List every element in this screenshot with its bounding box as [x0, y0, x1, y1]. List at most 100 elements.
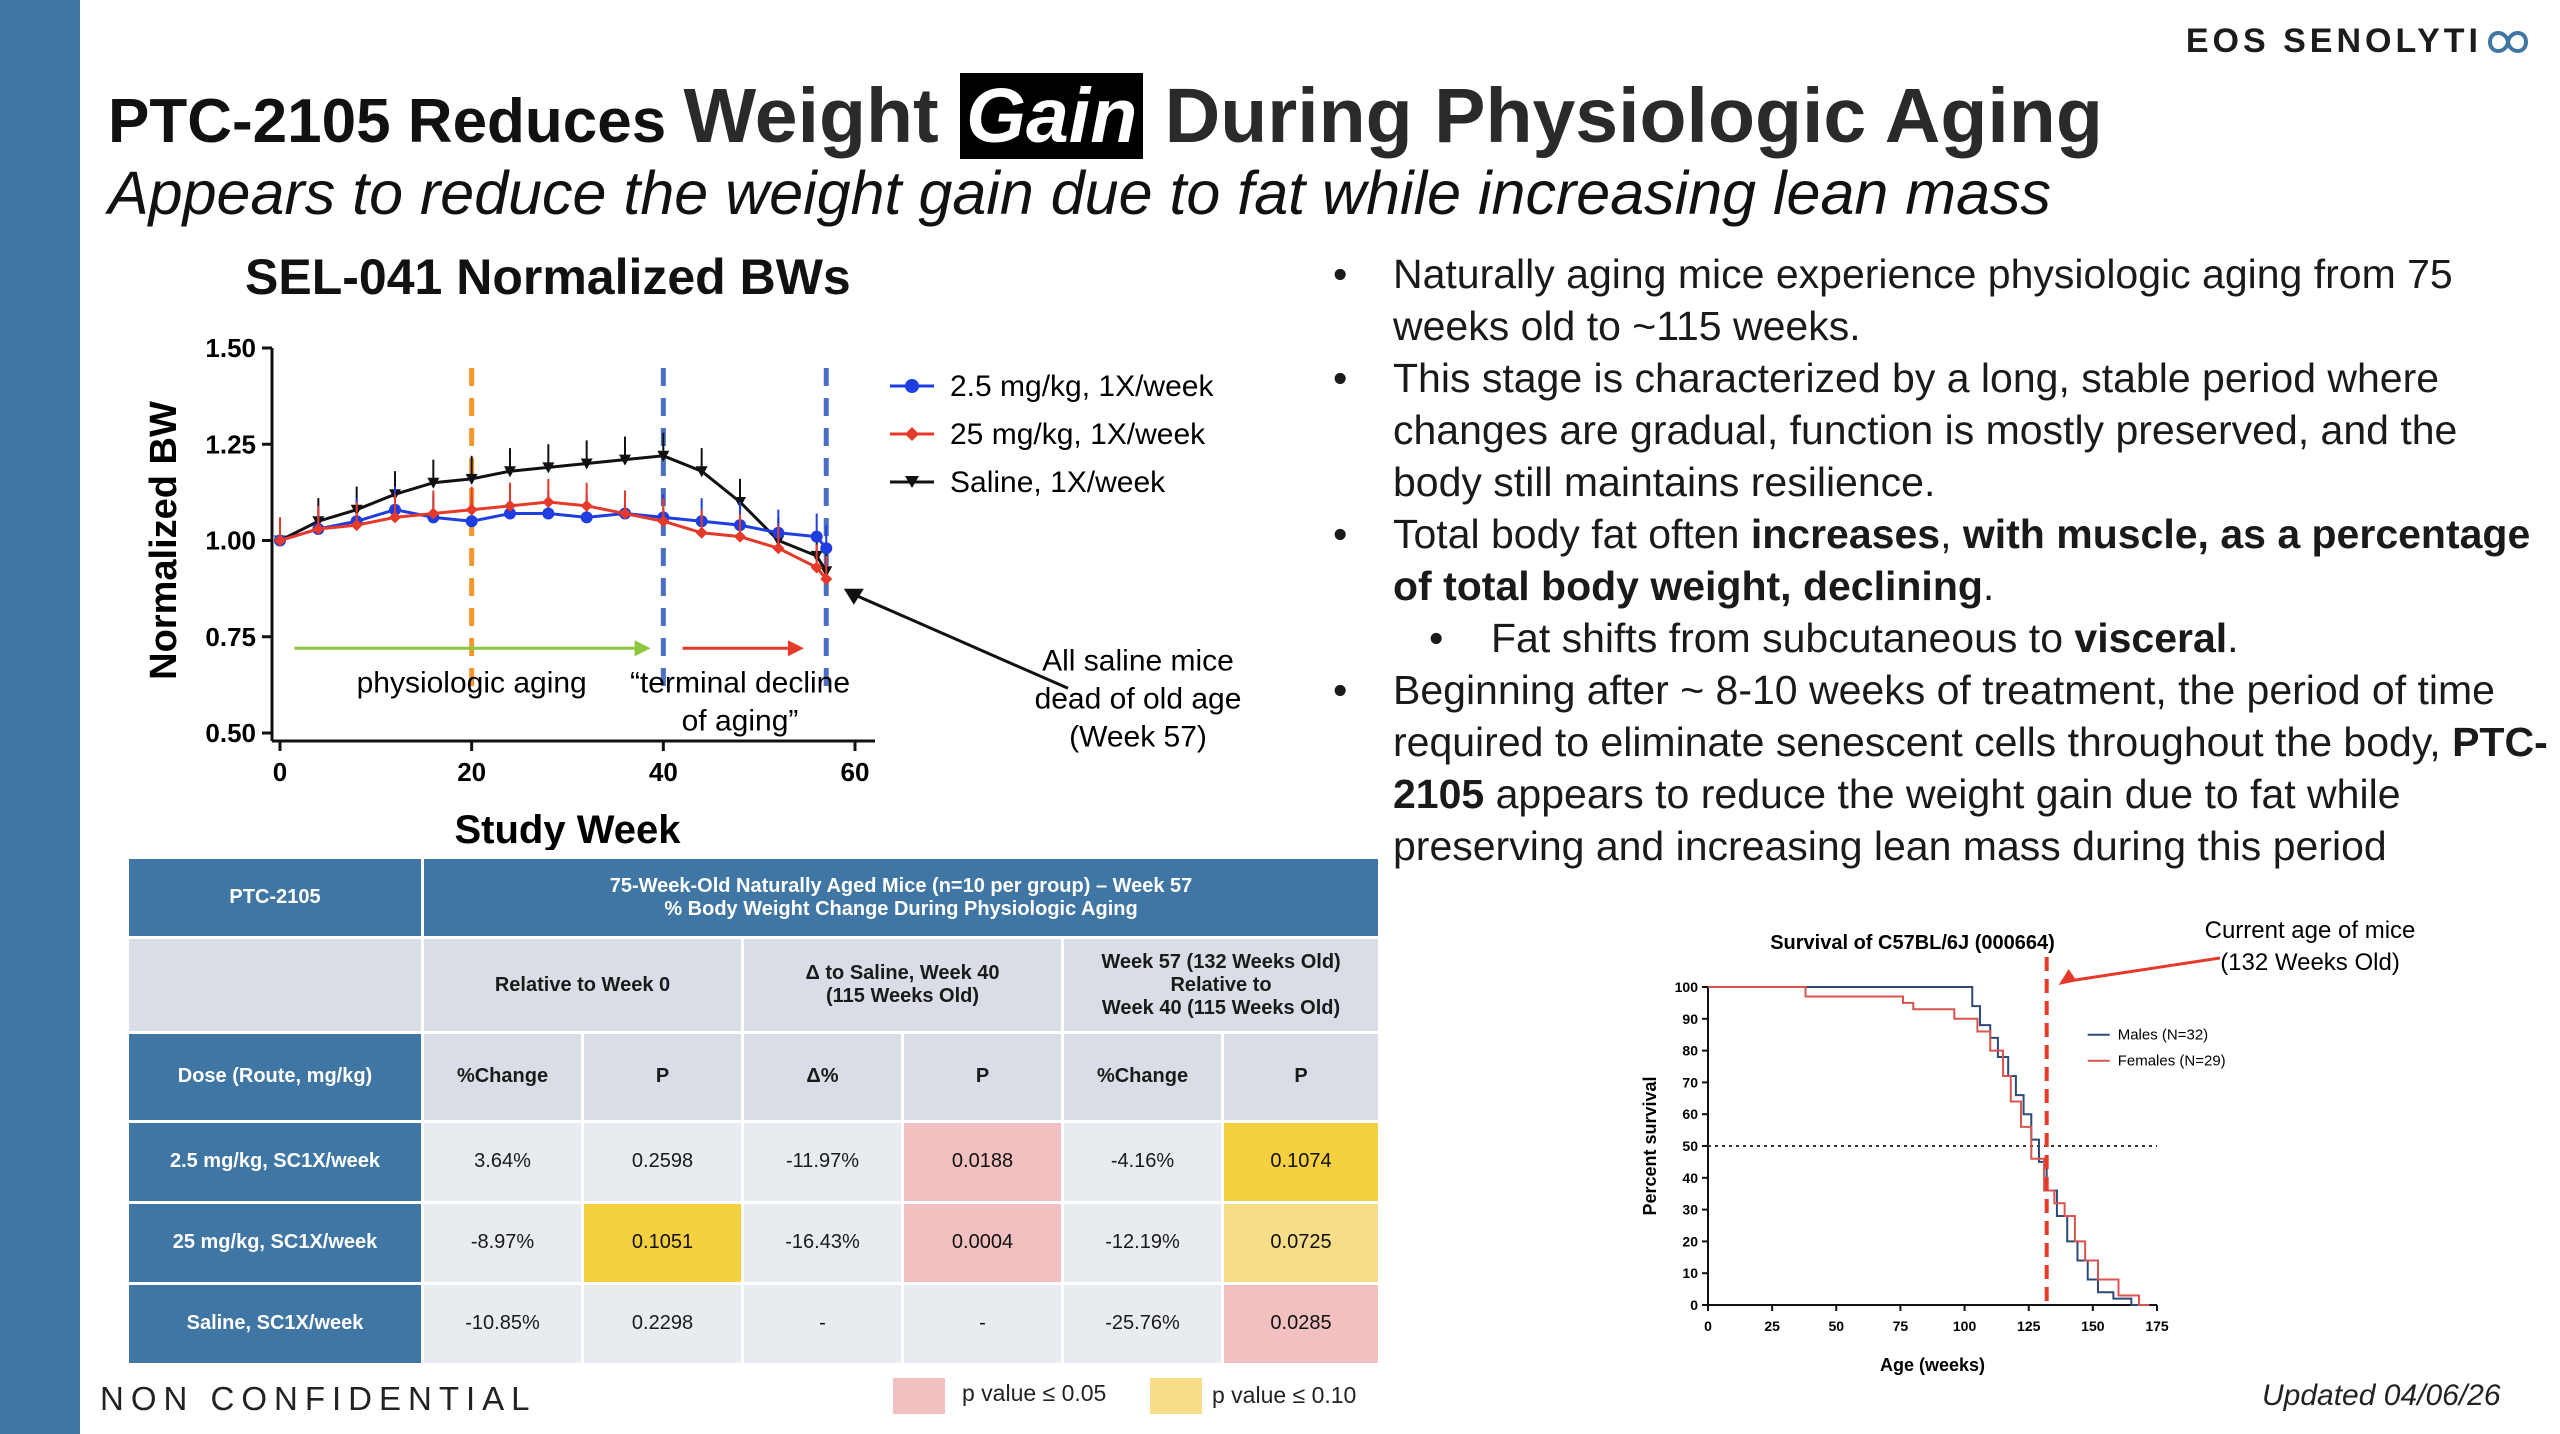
- table-col-header: P: [581, 1031, 744, 1123]
- x-tick-label: 25: [1764, 1318, 1780, 1334]
- bw-chart-title: SEL-041 Normalized BWs: [245, 249, 851, 305]
- legend-label: Saline, 1X/week: [950, 466, 1166, 499]
- logo-text: EOS SENOLYTI: [2185, 22, 2482, 60]
- y-tick-label: 40: [1682, 1170, 1698, 1186]
- y-tick-label: 60: [1682, 1106, 1698, 1122]
- table-cell: -4.16%: [1061, 1119, 1224, 1204]
- data-point: [542, 496, 555, 508]
- table-cell: 0.2598: [581, 1119, 744, 1204]
- table-row: 2.5 mg/kg, SC1X/week 3.64% 0.2598 -11.97…: [126, 1119, 1382, 1204]
- legend-label-p10: p value ≤ 0.10: [1212, 1382, 1357, 1408]
- table-cell: 0.0725: [1220, 1200, 1382, 1285]
- bullet-item: This stage is characterized by a long, s…: [1325, 352, 2555, 508]
- data-point: [465, 473, 478, 485]
- data-point: [820, 542, 833, 555]
- data-point: [580, 511, 593, 524]
- table-cell: 0.0004: [901, 1200, 1064, 1285]
- table-group-header: Week 57 (132 Weeks Old) Relative to Week 4…: [1060, 936, 1382, 1035]
- table-row-label: 25 mg/kg, SC1X/week: [126, 1200, 424, 1285]
- company-logo: EOS SENOLYTI: [2186, 22, 2530, 61]
- confidentiality-label: NON CONFIDENTIAL: [100, 1380, 537, 1417]
- legend-marker: [905, 379, 919, 393]
- data-point: [504, 499, 516, 512]
- annotation-arrow-head: [843, 588, 864, 605]
- data-point: [734, 530, 746, 543]
- x-tick-label: 0: [1704, 1318, 1712, 1334]
- current-age-sublabel: (132 Weeks Old): [2220, 949, 2400, 976]
- annotation-terminal: of aging”: [682, 704, 799, 737]
- table-group-header: Relative to Week 0: [421, 936, 744, 1035]
- table-cell: -8.97%: [421, 1200, 584, 1285]
- results-table: PTC-2105 75-Week-Old Naturally Aged Mice…: [126, 855, 1382, 1367]
- data-point: [657, 450, 670, 462]
- data-point: [657, 515, 670, 528]
- y-tick-label: 0.75: [205, 622, 256, 652]
- bullet-item: Naturally aging mice experience physiolo…: [1325, 248, 2555, 352]
- bullet-list: Naturally aging mice experience physiolo…: [1325, 248, 2555, 872]
- sub-bullet-item: Fat shifts from subcutaneous to visceral…: [1325, 612, 2555, 664]
- legend-swatch-p10: [1150, 1378, 1202, 1414]
- survival-curve: [1708, 986, 2150, 1306]
- x-tick-label: 40: [649, 757, 678, 787]
- x-tick-label: 0: [273, 757, 287, 787]
- annotation-physiologic: physiologic aging: [357, 666, 587, 699]
- x-axis-title: Study Week: [455, 808, 682, 850]
- y-tick-label: 80: [1682, 1043, 1698, 1059]
- current-age-arrow-head: [2058, 969, 2077, 985]
- data-point: [820, 573, 833, 585]
- slide-title: PTC-2105 Reduces Weight Gain During Phys…: [108, 72, 2103, 161]
- table-col-header: P: [1220, 1031, 1382, 1123]
- x-tick-label: 175: [2145, 1318, 2169, 1334]
- table-col-header: P: [901, 1031, 1064, 1123]
- data-point: [580, 458, 593, 470]
- series-line: [279, 500, 828, 580]
- y-tick-label: 1.25: [205, 429, 256, 459]
- y-tick-label: 0: [1690, 1297, 1698, 1313]
- table-row: 25 mg/kg, SC1X/week -8.97% 0.1051 -16.43…: [126, 1200, 1382, 1285]
- bullet-item: Total body fat often increases, with mus…: [1325, 508, 2555, 612]
- logo-infinity-icon: [2487, 30, 2529, 53]
- table-group-header: Δ to Saline, Week 40 (115 Weeks Old): [741, 936, 1064, 1035]
- current-age-arrow: [2068, 956, 2221, 983]
- x-tick-label: 100: [1953, 1318, 1977, 1334]
- data-point: [810, 561, 823, 574]
- updated-date: Updated 04/06/26: [2262, 1379, 2501, 1412]
- y-tick-label: 10: [1682, 1265, 1698, 1281]
- legend-swatch-p05: [893, 1378, 945, 1414]
- x-axis-title: Age (weeks): [1880, 1355, 1985, 1375]
- table-cell: 0.2298: [581, 1281, 744, 1367]
- survival-chart: Survival of C57BL/6J (000664) 0 10 20 30 40 50…: [1640, 917, 2416, 1375]
- survival-chart-title: Survival of C57BL/6J (000664): [1770, 932, 2055, 954]
- data-point: [695, 526, 708, 539]
- data-point: [542, 462, 555, 474]
- y-tick-label: 70: [1682, 1074, 1698, 1090]
- data-point: [465, 503, 478, 516]
- table-cell: 0.0285: [1220, 1281, 1382, 1367]
- table-cell: -10.85%: [421, 1281, 584, 1367]
- table-dose-header: Dose (Route, mg/kg): [126, 1031, 424, 1123]
- y-tick-label: 20: [1682, 1233, 1698, 1249]
- annotation-terminal: “terminal decline: [630, 666, 850, 699]
- phase-arrow-green-head: [634, 640, 651, 657]
- table-drug-header: PTC-2105: [126, 855, 424, 940]
- y-tick-label: 1.00: [205, 526, 256, 556]
- data-point: [427, 477, 440, 489]
- data-point: [465, 515, 478, 528]
- legend-label: 25 mg/kg, 1X/week: [950, 418, 1206, 451]
- x-tick-label: 50: [1828, 1318, 1844, 1334]
- table-cell: -: [741, 1281, 904, 1367]
- title-part1: PTC-2105 Reduces: [108, 87, 684, 156]
- table-row-label: 2.5 mg/kg, SC1X/week: [126, 1119, 424, 1204]
- current-age-label: Current age of mice: [2205, 917, 2416, 944]
- y-tick-label: 0.50: [205, 718, 256, 748]
- table-main-header: 75-Week-Old Naturally Aged Mice (n=10 pe…: [420, 855, 1382, 940]
- table-cell: -16.43%: [741, 1200, 904, 1285]
- legend-marker: [905, 427, 919, 441]
- title-part3: During Physiologic Aging: [1143, 73, 2103, 159]
- table-cell: -12.19%: [1061, 1200, 1224, 1285]
- x-tick-label: 20: [457, 757, 486, 787]
- data-point: [504, 507, 516, 520]
- y-tick-label: 30: [1682, 1202, 1698, 1218]
- x-tick-label: 60: [841, 757, 870, 787]
- x-tick-label: 150: [2081, 1318, 2105, 1334]
